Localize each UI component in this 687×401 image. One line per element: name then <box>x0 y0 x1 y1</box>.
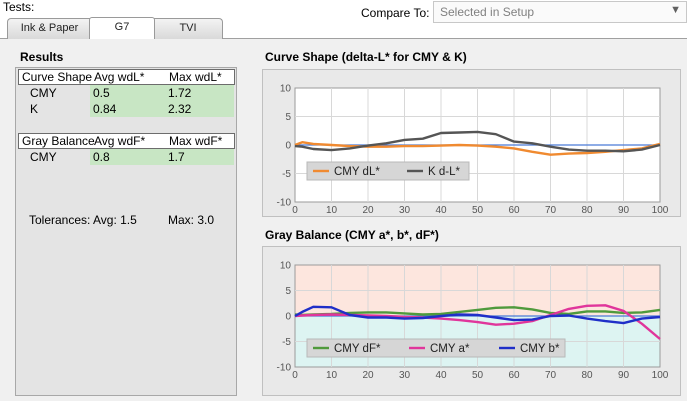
curve-shape-header-max: Max wdL* <box>169 70 222 84</box>
gray-balance-chart: 0 10 20 30 40 50 60 70 80 90 100 -10 -5 0 5 10 CMY dF* CM… <box>277 261 669 382</box>
y-tick-label: 5 <box>285 112 291 123</box>
x-tick-label: 30 <box>399 370 411 381</box>
tab-tvi[interactable]: TVI <box>153 18 223 39</box>
series-line-0 <box>294 306 661 317</box>
y-tick-label: 5 <box>285 286 291 297</box>
curve-shape-chart-panel: 0 10 20 30 40 50 60 70 80 90 100 -10 -5 0 5 10 CMY dL* K … <box>262 69 681 217</box>
tab-divider <box>0 38 687 39</box>
legend-label: CMY b* <box>520 343 560 355</box>
legend-label: K d-L* <box>428 166 460 178</box>
gray-balance-chart-title: Gray Balance (CMY a*, b*, dF*) <box>265 228 439 242</box>
gray-balance-values-highlight <box>90 149 234 165</box>
gray-balance-header: Gray Balance Avg wdF* Max wdF* <box>18 133 235 149</box>
tolerances-max: Max: 3.0 <box>168 213 215 227</box>
chevron-down-icon[interactable]: ▼ <box>670 4 681 16</box>
x-tick-label: 10 <box>326 370 338 381</box>
series-line-1 <box>294 304 661 340</box>
x-tick-label: 40 <box>435 205 447 216</box>
row-avg: 0.8 <box>93 150 110 164</box>
compare-to-select[interactable]: Selected in Setup ▼ <box>433 1 687 23</box>
series-line-1 <box>294 130 661 153</box>
x-tick-label: 60 <box>508 370 520 381</box>
curve-shape-values-highlight <box>90 85 234 117</box>
row-label: K <box>30 102 39 116</box>
legend-label: CMY a* <box>430 343 470 355</box>
x-tick-label: 100 <box>652 205 669 216</box>
x-tick-label: 40 <box>435 370 447 381</box>
legend-box <box>306 338 566 358</box>
tolerances-label: Tolerances: <box>29 213 91 227</box>
x-tick-label: 100 <box>652 370 669 381</box>
y-tick-label: -5 <box>282 337 291 348</box>
results-title: Results <box>20 50 64 64</box>
gray-balance-header-max: Max wdF* <box>169 134 223 148</box>
x-tick-label: 50 <box>472 370 484 381</box>
x-tick-label: 90 <box>618 205 630 216</box>
y-tick-label: 10 <box>280 84 292 95</box>
x-tick-label: 70 <box>545 370 557 381</box>
series-line-2 <box>294 305 661 325</box>
curve-shape-chart-title: Curve Shape (delta-L* for CMY & K) <box>265 50 467 64</box>
x-tick-label: 30 <box>399 205 411 216</box>
row-label: CMY <box>30 150 57 164</box>
gray-balance-header-avg: Avg wdF* <box>94 134 146 148</box>
compare-to-label: Compare To: <box>361 6 430 20</box>
row-max: 1.72 <box>168 86 192 100</box>
tab-ink-paper[interactable]: Ink & Paper <box>7 18 92 39</box>
legend-box <box>306 161 470 181</box>
y-tick-label: -10 <box>277 198 292 209</box>
legend-label: CMY dL* <box>334 166 380 178</box>
gray-balance-header-label: Gray Balance <box>22 134 95 148</box>
x-tick-label: 80 <box>581 205 593 216</box>
x-tick-label: 10 <box>326 205 338 216</box>
y-tick-label: 0 <box>285 141 291 152</box>
row-max: 2.32 <box>168 102 192 116</box>
row-max: 1.7 <box>168 150 185 164</box>
series-line-0 <box>294 140 661 156</box>
x-tick-label: 20 <box>362 370 374 381</box>
legend-label: CMY dF* <box>334 343 381 355</box>
row-label: CMY <box>30 86 57 100</box>
results-panel: Curve Shape Avg wdL* Max wdL* CMY 0.5 1.… <box>15 67 237 396</box>
curve-shape-header-label: Curve Shape <box>22 70 93 84</box>
y-tick-label: 10 <box>280 261 292 272</box>
curve-shape-header-avg: Avg wdL* <box>94 70 145 84</box>
row-avg: 0.5 <box>93 86 110 100</box>
y-tick-label: -5 <box>282 169 291 180</box>
x-tick-label: 50 <box>472 205 484 216</box>
curve-shape-header: Curve Shape Avg wdL* Max wdL* <box>18 69 235 85</box>
tests-label: Tests: <box>3 0 35 14</box>
x-tick-label: 60 <box>508 205 520 216</box>
y-tick-label: -10 <box>277 363 292 374</box>
y-tick-label: 0 <box>285 312 291 323</box>
tab-g7[interactable]: G7 <box>89 17 155 39</box>
tolerances-avg: Avg: 1.5 <box>93 213 137 227</box>
x-tick-label: 20 <box>362 205 374 216</box>
x-tick-label: 70 <box>545 205 557 216</box>
x-tick-label: 0 <box>292 370 298 381</box>
gray-balance-chart-panel: 0 10 20 30 40 50 60 70 80 90 100 -10 -5 0 5 10 CMY dF* CM… <box>262 246 681 396</box>
x-tick-label: 80 <box>581 370 593 381</box>
x-tick-label: 90 <box>618 370 630 381</box>
x-tick-label: 0 <box>292 205 298 216</box>
curve-shape-chart: 0 10 20 30 40 50 60 70 80 90 100 -10 -5 0 5 10 CMY dL* K … <box>277 84 669 217</box>
compare-to-value: Selected in Setup <box>440 5 535 19</box>
row-avg: 0.84 <box>93 102 117 116</box>
